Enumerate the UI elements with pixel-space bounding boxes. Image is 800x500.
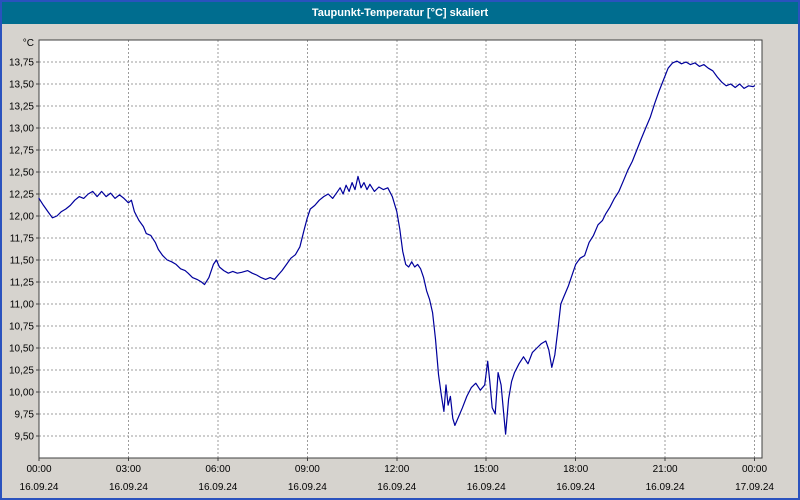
x-tick-date-label: 16.09.24: [109, 482, 148, 493]
plot-border: [38, 39, 763, 459]
x-tick-time-label: 18:00: [563, 464, 588, 475]
page-title: Taupunkt-Temperatur [°C] skaliert: [311, 7, 489, 19]
y-axis-unit-label: °C: [23, 38, 34, 49]
y-tick-label: 12,75: [9, 146, 34, 157]
y-tick-label: 11,25: [10, 278, 35, 289]
x-tick-time-label: 15:00: [474, 464, 499, 475]
y-tick-label: 11,75: [10, 234, 35, 245]
x-tick-date-label: 16.09.24: [556, 482, 595, 493]
x-tick-date-label: 16.09.24: [467, 482, 506, 493]
plot-area: [39, 40, 762, 458]
y-tick-label: 12,00: [9, 212, 34, 223]
y-tick-label: 12,25: [9, 190, 34, 201]
y-tick-label: 11,00: [10, 300, 35, 311]
x-tick-date-label: 17.09.24: [735, 482, 774, 493]
y-tick-label: 10,75: [9, 322, 34, 333]
series-line: [38, 60, 756, 435]
y-tick-label: 10,00: [9, 388, 34, 399]
x-tick-time-label: 03:00: [116, 464, 141, 475]
x-tick-date-label: 16.09.24: [646, 482, 685, 493]
x-tick-date-label: 16.09.24: [288, 482, 327, 493]
x-tick-time-label: 06:00: [205, 464, 230, 475]
x-tick-date-label: 16.09.24: [198, 482, 237, 493]
y-tick-label: 13,75: [9, 58, 34, 69]
x-tick-time-label: 00:00: [26, 464, 51, 475]
y-tick-label: 10,50: [9, 344, 34, 355]
y-tick-label: 13,00: [9, 124, 34, 135]
title-bar: Taupunkt-Temperatur [°C] skaliert: [2, 2, 798, 24]
y-tick-label: 9,50: [15, 432, 35, 443]
chart-svg: 9,50 9,75 10,00 10,25 10,50 10,75 11,00 11,25 11…: [9, 38, 774, 493]
y-tick-label: 11,50: [10, 256, 35, 267]
x-tick-time-label: 21:00: [653, 464, 678, 475]
x-tick-date-label: 16.09.24: [20, 482, 59, 493]
x-tick-time-label: 00:00: [742, 464, 767, 475]
y-tick-label: 13,25: [9, 102, 34, 113]
y-tick-label: 13,50: [9, 80, 34, 91]
x-tick-time-label: 12:00: [384, 464, 409, 475]
y-tick-label: 9,75: [15, 410, 35, 421]
y-tick-label: 10,25: [9, 366, 34, 377]
y-tick-label: 12,50: [9, 168, 34, 179]
x-tick-time-label: 09:00: [295, 464, 320, 475]
x-tick-date-label: 16.09.24: [377, 482, 416, 493]
